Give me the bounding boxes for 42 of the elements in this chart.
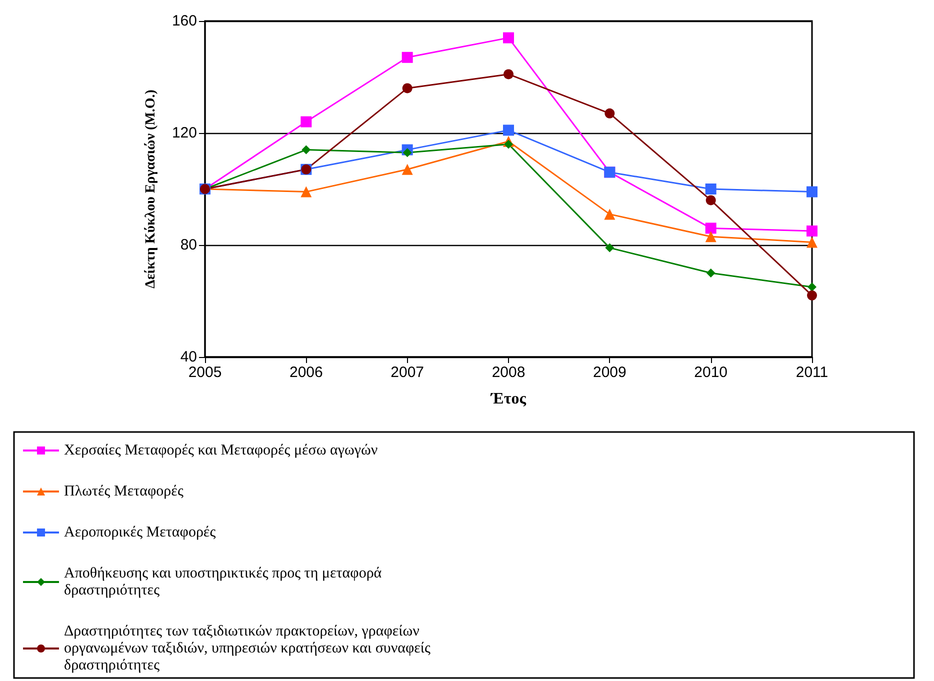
legend-label: Χερσαίες Μεταφορές και Μεταφορές μέσω αγωγών (64, 442, 378, 458)
legend-label: Αποθήκευσης και υποστηρικτικές προς τη μεταφορά δραστηριότητες (64, 566, 386, 598)
point (300, 116, 312, 128)
point (807, 290, 817, 300)
point (808, 282, 816, 292)
x-tick-label: 2006 (289, 364, 323, 381)
point (605, 243, 614, 252)
x-tick-label: 2005 (188, 364, 222, 381)
legend-label: Δραστηριότητες των ταξιδιωτικών πρακτορείων, γραφείων οργανωμένων ταξιδιών, υπηρεσιών κρατήσεων και συναφείς δραστηριότητες (64, 624, 434, 674)
point (806, 236, 818, 248)
y-axis-title: Δείκτη Κύκλου Εργασιών (Μ.Ο.) (144, 89, 158, 288)
point (706, 268, 716, 278)
point (402, 148, 412, 158)
y-tick-label: 120 (172, 124, 197, 142)
point (504, 140, 513, 149)
point (706, 195, 716, 206)
point (806, 226, 818, 236)
point (806, 186, 818, 198)
x-axis-title: Έτος (490, 390, 526, 408)
y-tick-label: 80 (180, 236, 197, 254)
point (705, 231, 716, 242)
x-tick-label: 2007 (390, 364, 424, 381)
legend-label: Αεροπορικές Μεταφορές (64, 524, 216, 540)
y-tick-label: 40 (180, 348, 197, 366)
point (402, 83, 412, 94)
point (504, 69, 514, 80)
point (604, 208, 616, 220)
x-tick-label: 2011 (796, 364, 828, 381)
point (302, 145, 311, 154)
legend-label: Πλωτές Μεταφορές (64, 484, 184, 500)
point (604, 108, 615, 118)
x-tick-label: 2008 (492, 364, 526, 381)
y-tick-label: 160 (172, 12, 197, 30)
point (705, 184, 716, 194)
x-tick-label: 2010 (694, 364, 728, 381)
point (705, 222, 716, 234)
point (402, 52, 413, 63)
point (503, 32, 514, 44)
point (503, 124, 514, 136)
x-tick-label: 2009 (592, 364, 626, 381)
point (300, 186, 312, 198)
point (402, 164, 413, 175)
